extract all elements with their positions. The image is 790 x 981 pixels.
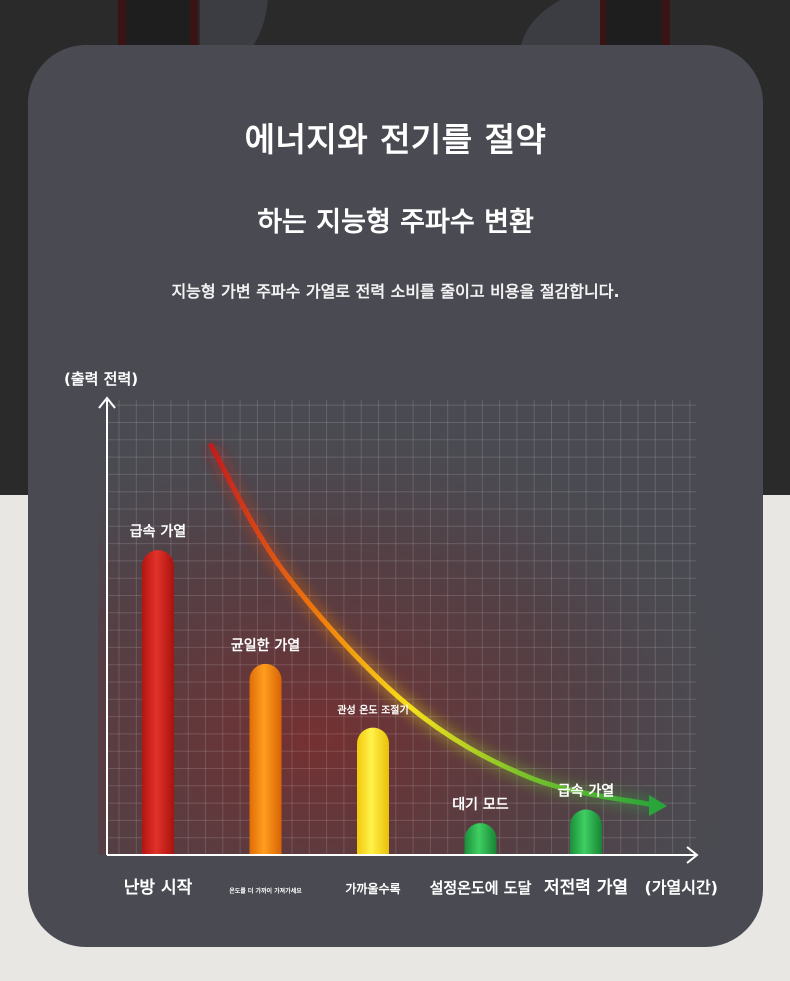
trend-curve-arrowhead (649, 794, 667, 816)
y-axis-label: (출력 전력) (64, 370, 138, 388)
info-card: 에너지와 전기를 절약 하는 지능형 주파수 변환 지능형 가변 주파수 가열로… (28, 45, 763, 947)
category-label: 난방 시작 (124, 878, 193, 898)
category-label: 가까울수록 (345, 881, 400, 896)
bar (464, 823, 497, 855)
bar-label: 균일한 가열 (231, 637, 300, 654)
bar-label: 관성 온도 조절기 (337, 704, 408, 717)
bar (142, 550, 174, 855)
bar (357, 727, 389, 855)
x-axis-label: (가열시간) (644, 878, 718, 897)
category-label: 저전력 가열 (544, 878, 628, 898)
page-subtitle: 하는 지능형 주파수 변환 (257, 207, 534, 238)
trend-curve (208, 443, 656, 808)
y-axis-arrow (98, 396, 116, 409)
bar (570, 809, 602, 855)
page-description: 지능형 가변 주파수 가열로 전력 소비를 줄이고 비용을 절감합니다. (171, 282, 620, 301)
bar-label: 대기 모드 (452, 797, 509, 813)
bar-label: 급속 가열 (558, 783, 614, 800)
category-label: 설정온도에 도달 (430, 879, 532, 897)
bar-label: 급속 가열 (130, 523, 186, 540)
page-title: 에너지와 전기를 절약 (244, 120, 547, 159)
chart-glow (98, 395, 718, 855)
x-axis-arrow (686, 846, 699, 864)
category-label: 온도를 더 가까이 가져가세요 (229, 887, 302, 895)
bar (249, 663, 282, 855)
